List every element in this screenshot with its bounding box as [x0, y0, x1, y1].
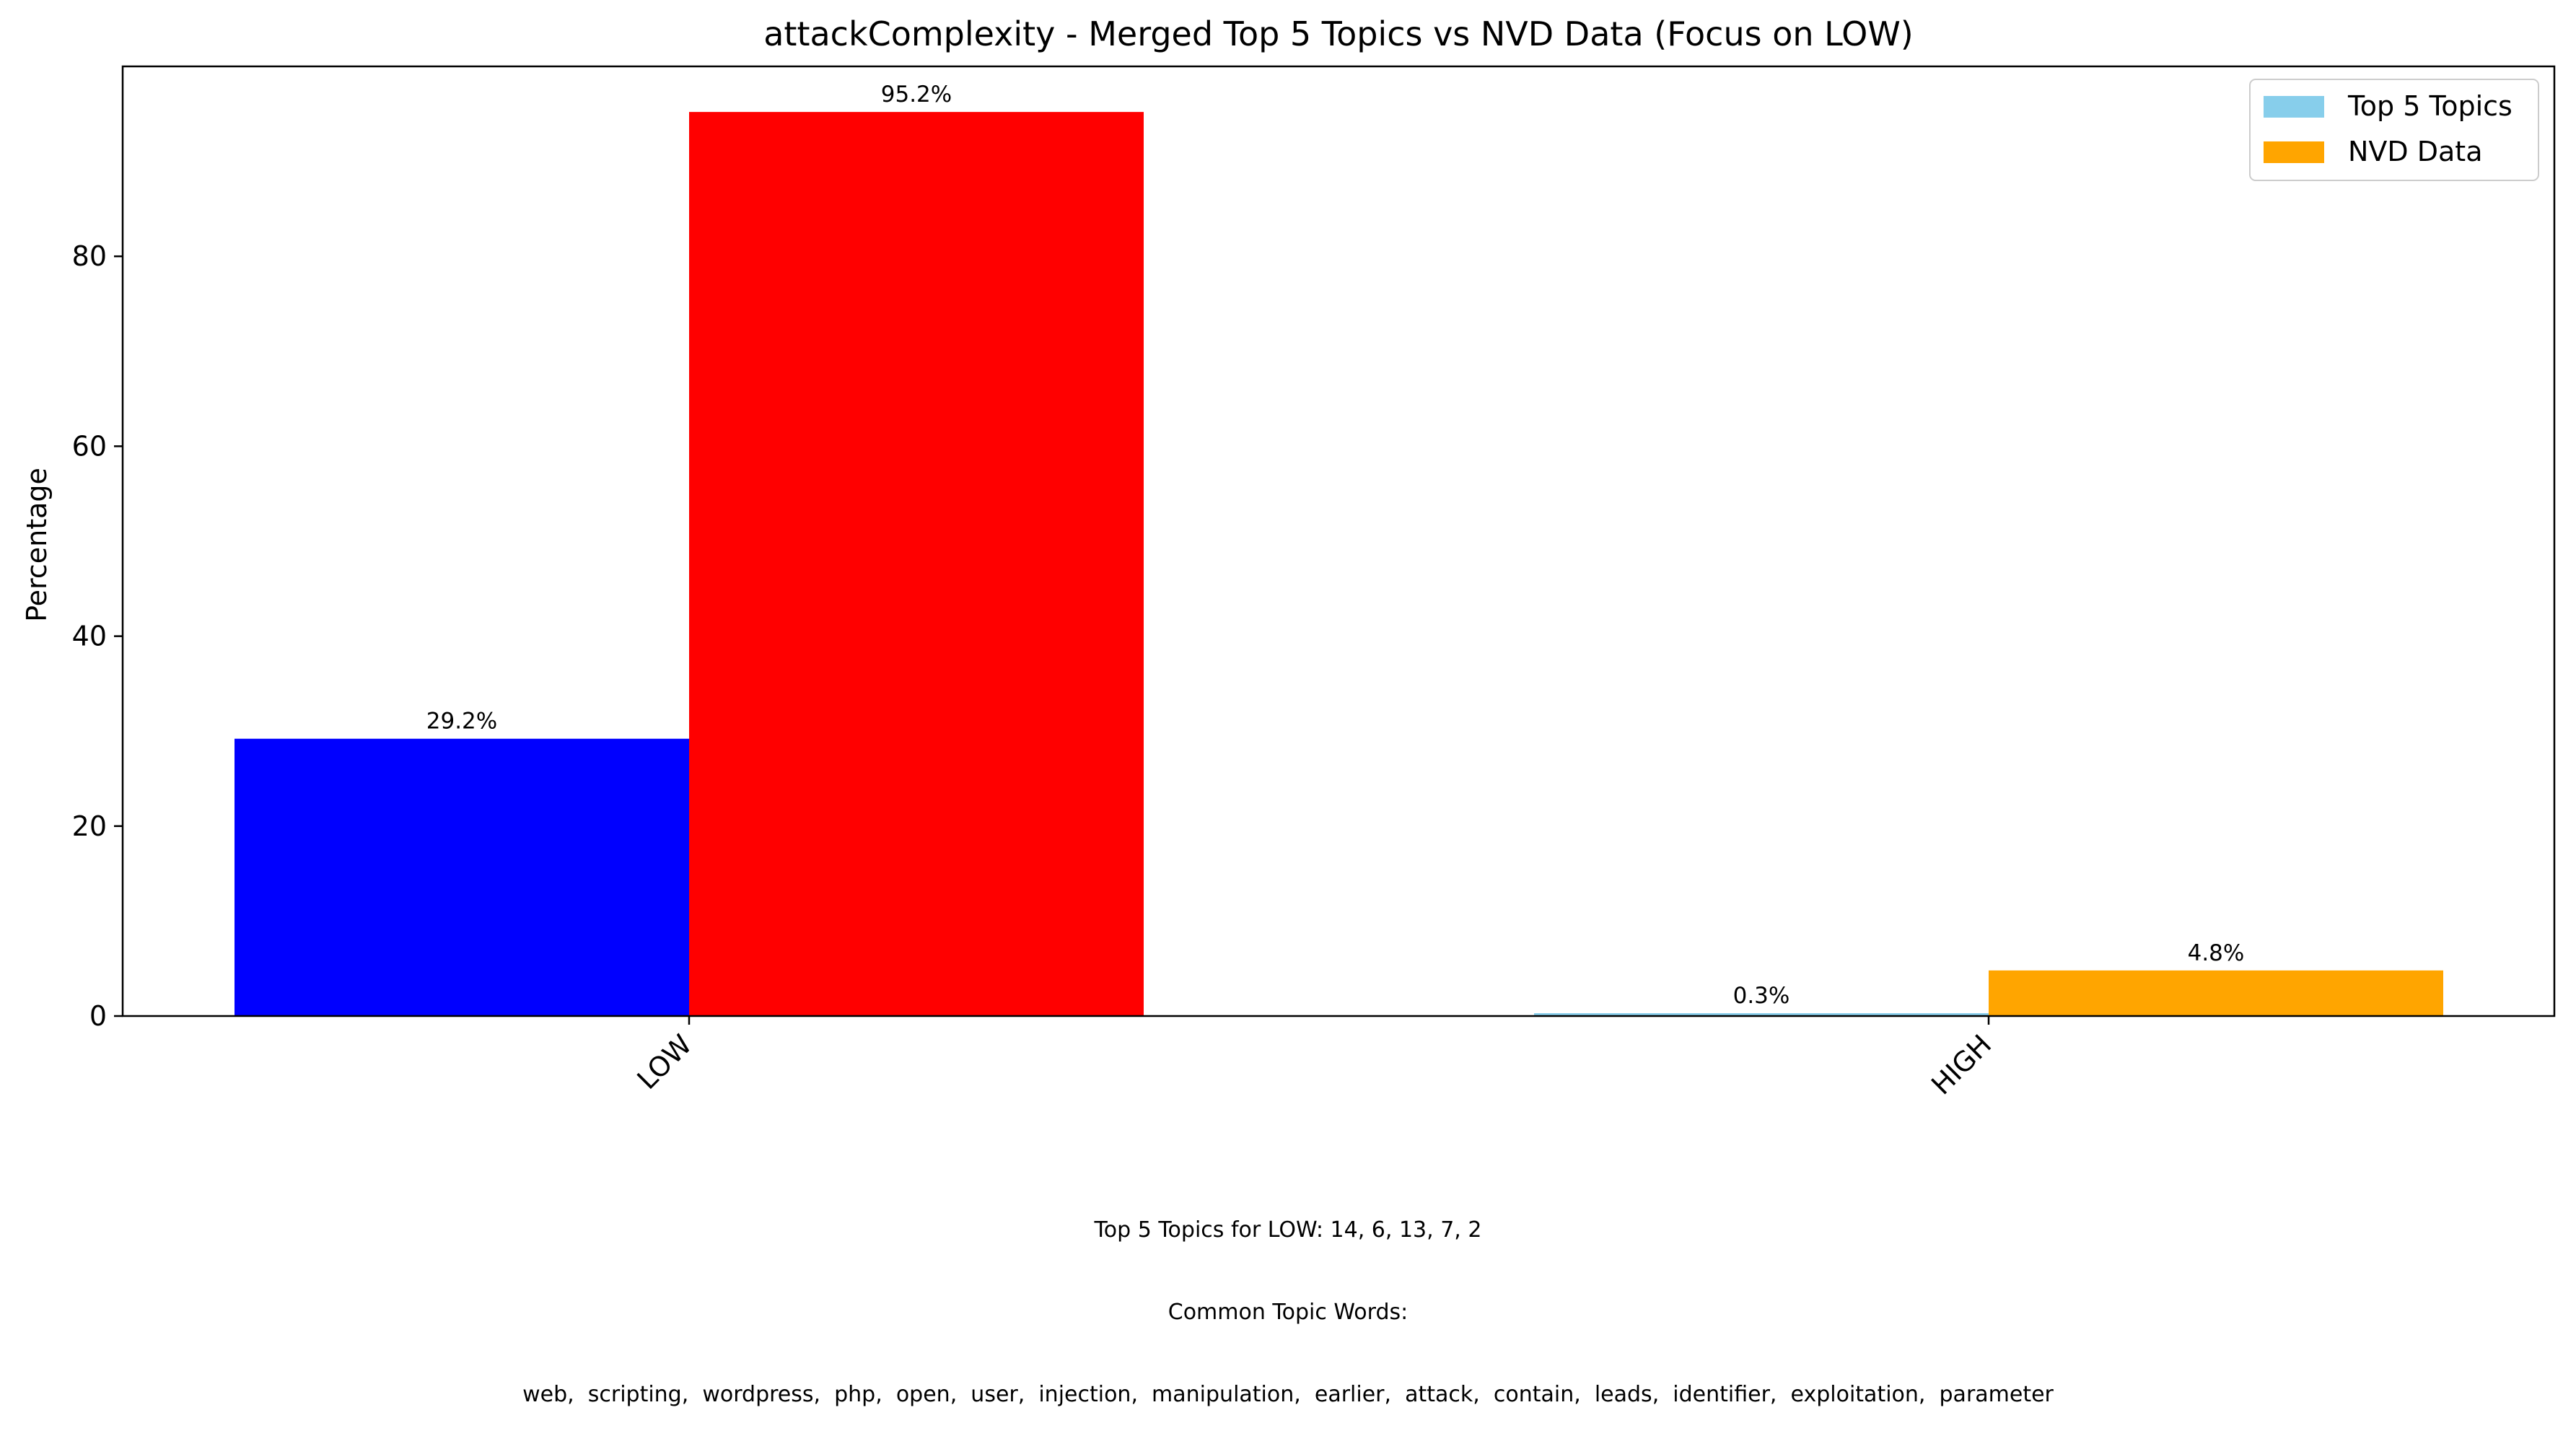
y-axis-label: Percentage	[21, 468, 53, 622]
chart-title: attackComplexity - Merged Top 5 Topics v…	[763, 14, 1914, 53]
footnote-topics: Top 5 Topics for LOW: 14, 6, 13, 7, 2	[1094, 1217, 1482, 1243]
legend-swatch	[2264, 141, 2324, 163]
legend-label: Top 5 Topics	[2347, 90, 2513, 122]
bar-nvd-data-low	[689, 112, 1144, 1017]
bar-chart: attackComplexity - Merged Top 5 Topics v…	[21, 14, 2556, 1101]
bar-value-label: 0.3%	[1733, 983, 1790, 1009]
bar-nvd-data-high	[1989, 970, 2443, 1016]
x-tick-label-low: LOW	[631, 1028, 698, 1095]
bar-top-5-topics-low	[235, 738, 689, 1016]
plot-area: 29.2% 0.3% 95.2% 4.8% 0 20 40 60 80 LOW HIGH	[72, 65, 2556, 1101]
y-tick-label: 0	[89, 1000, 107, 1032]
bar-top-5-topics-high	[1534, 1013, 1989, 1016]
y-tick-label: 60	[72, 430, 107, 462]
axes-frame	[121, 65, 2556, 1017]
bar-value-label: 95.2%	[881, 82, 952, 108]
x-tick-label-high: HIGH	[1925, 1028, 1997, 1100]
footnote-heading: Common Topic Words:	[1167, 1300, 1409, 1325]
legend-label: NVD Data	[2348, 136, 2483, 167]
y-tick-label: 80	[72, 240, 107, 272]
legend-swatch	[2264, 96, 2324, 118]
legend: Top 5 Topics NVD Data	[2249, 79, 2539, 181]
y-tick-label: 20	[72, 810, 107, 842]
y-tick-label: 40	[72, 621, 107, 652]
footnote-words: web, scripting, wordpress, php, open, us…	[522, 1382, 2054, 1407]
bar-value-label: 29.2%	[426, 709, 497, 735]
bar-value-label: 4.8%	[2188, 940, 2245, 966]
